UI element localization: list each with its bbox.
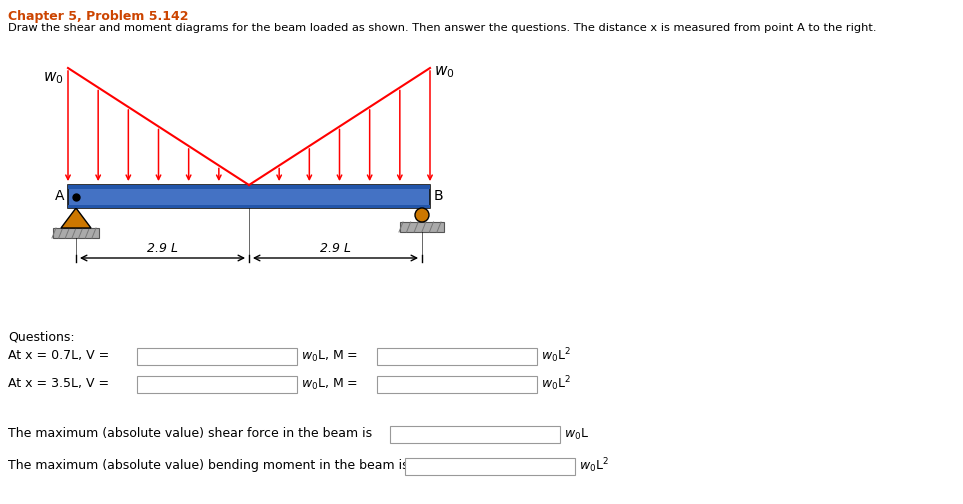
- Text: $w_0$L$^2$: $w_0$L$^2$: [541, 374, 571, 393]
- Text: At x = 3.5L, V =: At x = 3.5L, V =: [8, 377, 109, 391]
- Text: 2.9 L: 2.9 L: [320, 242, 351, 255]
- Text: $w_0$: $w_0$: [434, 64, 455, 80]
- Bar: [137, 348, 297, 365]
- Text: The maximum (absolute value) bending moment in the beam is: The maximum (absolute value) bending mom…: [8, 460, 408, 473]
- Text: A: A: [55, 190, 64, 204]
- Text: $w_0$L: $w_0$L: [564, 426, 589, 442]
- Bar: [405, 458, 575, 475]
- Bar: [377, 376, 537, 393]
- Polygon shape: [61, 208, 91, 228]
- Text: $w_0$L$^2$: $w_0$L$^2$: [541, 347, 571, 365]
- Text: $w_0$L$^2$: $w_0$L$^2$: [579, 457, 609, 475]
- Bar: [137, 376, 297, 393]
- Bar: [68, 185, 430, 188]
- Text: At x = 0.7L, V =: At x = 0.7L, V =: [8, 349, 109, 362]
- Bar: [53, 228, 99, 238]
- Text: Questions:: Questions:: [8, 330, 74, 343]
- Text: The maximum (absolute value) shear force in the beam is: The maximum (absolute value) shear force…: [8, 427, 372, 440]
- Text: 2.9 L: 2.9 L: [147, 242, 178, 255]
- Bar: [68, 185, 430, 208]
- Text: Chapter 5, Problem 5.142: Chapter 5, Problem 5.142: [8, 10, 189, 23]
- Bar: [68, 205, 430, 208]
- Circle shape: [415, 208, 429, 222]
- Bar: [390, 426, 560, 443]
- Bar: [400, 222, 444, 232]
- Text: $w_0$L, M =: $w_0$L, M =: [301, 348, 358, 363]
- Text: $w_0$L, M =: $w_0$L, M =: [301, 376, 358, 392]
- Text: $w_0$: $w_0$: [43, 70, 64, 86]
- Bar: [377, 348, 537, 365]
- Text: B: B: [434, 190, 444, 204]
- Text: Draw the shear and moment diagrams for the beam loaded as shown. Then answer the: Draw the shear and moment diagrams for t…: [8, 23, 876, 33]
